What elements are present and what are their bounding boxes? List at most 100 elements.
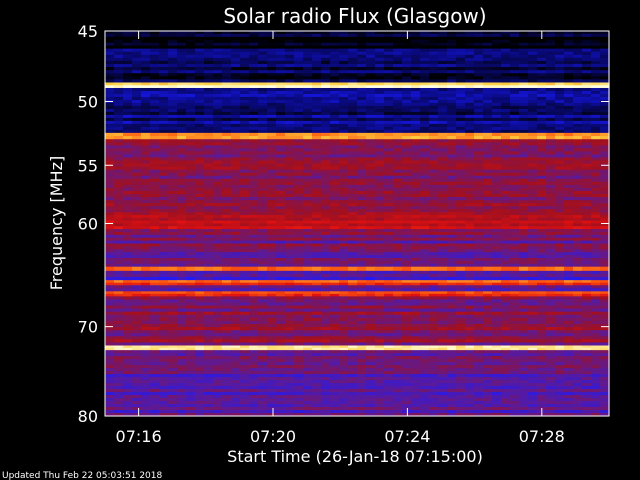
heatmap-cell xyxy=(537,79,547,84)
heatmap-cell xyxy=(105,237,115,242)
heatmap-cell xyxy=(186,160,196,165)
heatmap-cell xyxy=(420,260,430,265)
heatmap-cell xyxy=(321,96,331,101)
heatmap-cell xyxy=(186,200,196,204)
heatmap-cell xyxy=(393,117,403,122)
heatmap-cell xyxy=(537,136,547,140)
heatmap-cell xyxy=(159,270,169,275)
heatmap-cell xyxy=(312,126,322,131)
heatmap-cell xyxy=(141,114,151,119)
heatmap-cell xyxy=(312,231,322,236)
heatmap-cell xyxy=(366,209,376,213)
heatmap-cell xyxy=(402,246,412,250)
heatmap-cell xyxy=(303,48,313,53)
heatmap-cell xyxy=(141,252,151,256)
heatmap-cell xyxy=(456,237,466,242)
heatmap-cell xyxy=(555,45,565,50)
heatmap-cell xyxy=(348,105,358,110)
heatmap-cell xyxy=(375,42,385,47)
heatmap-cell xyxy=(456,31,466,35)
heatmap-cell xyxy=(447,102,457,107)
heatmap-cell xyxy=(438,240,448,245)
heatmap-cell xyxy=(375,249,385,253)
heatmap-cell xyxy=(186,139,196,143)
heatmap-cell xyxy=(555,139,565,143)
heatmap-cell xyxy=(321,111,331,116)
heatmap-cell xyxy=(600,82,610,86)
heatmap-cell xyxy=(438,277,448,281)
heatmap-cell xyxy=(357,51,367,56)
heatmap-cell xyxy=(339,209,349,213)
heatmap-cell xyxy=(456,48,466,53)
heatmap-cell xyxy=(276,243,286,248)
heatmap-cell xyxy=(366,54,376,59)
heatmap-cell xyxy=(249,70,259,74)
heatmap-cell xyxy=(465,54,475,59)
heatmap-cell xyxy=(105,197,115,201)
heatmap-cell xyxy=(429,220,439,225)
heatmap-cell xyxy=(537,243,547,248)
heatmap-cell xyxy=(177,184,187,189)
heatmap-cell xyxy=(321,154,331,159)
heatmap-cell xyxy=(123,48,133,53)
heatmap-cell xyxy=(312,96,322,101)
heatmap-cell xyxy=(240,190,250,195)
heatmap-cell xyxy=(429,96,439,101)
heatmap-cell xyxy=(285,215,295,219)
heatmap-cell xyxy=(555,82,565,86)
heatmap-cell xyxy=(240,132,250,137)
heatmap-cell xyxy=(276,139,286,143)
heatmap-cell xyxy=(330,102,340,107)
heatmap-cell xyxy=(114,90,124,95)
heatmap-cell xyxy=(582,280,592,284)
heatmap-cell xyxy=(294,82,304,86)
heatmap-cell xyxy=(114,123,124,128)
heatmap-cell xyxy=(123,234,133,239)
heatmap-cell xyxy=(222,258,232,262)
heatmap-cell xyxy=(555,234,565,239)
heatmap-cell xyxy=(582,154,592,159)
heatmap-cell xyxy=(240,108,250,113)
heatmap-cell xyxy=(195,102,205,107)
heatmap-cell xyxy=(294,102,304,107)
heatmap-cell xyxy=(195,291,205,295)
heatmap-cell xyxy=(447,255,457,259)
heatmap-cell xyxy=(195,105,205,110)
heatmap-cell xyxy=(546,166,556,171)
heatmap-cell xyxy=(222,136,232,140)
heatmap-cell xyxy=(330,175,340,180)
heatmap-cell xyxy=(420,291,430,295)
heatmap-cell xyxy=(510,249,520,253)
heatmap-cell xyxy=(375,70,385,74)
heatmap-cell xyxy=(186,60,196,65)
heatmap-cell xyxy=(528,154,538,159)
heatmap-cell xyxy=(375,169,385,174)
heatmap-cell xyxy=(141,117,151,122)
heatmap-cell xyxy=(105,96,115,101)
heatmap-cell xyxy=(501,209,511,213)
heatmap-cell xyxy=(105,187,115,192)
heatmap-cell xyxy=(573,175,583,180)
heatmap-cell xyxy=(132,139,142,143)
heatmap-cell xyxy=(474,263,484,268)
heatmap-cell xyxy=(573,181,583,186)
heatmap-cell xyxy=(159,209,169,213)
heatmap-cell xyxy=(357,175,367,180)
heatmap-cell xyxy=(582,60,592,65)
heatmap-cell xyxy=(168,70,178,74)
heatmap-cell xyxy=(438,90,448,95)
heatmap-cell xyxy=(519,160,529,165)
heatmap-cell xyxy=(546,114,556,119)
heatmap-cell xyxy=(393,175,403,180)
heatmap-cell xyxy=(465,90,475,95)
heatmap-cell xyxy=(483,212,493,216)
heatmap-cell xyxy=(321,54,331,59)
heatmap-cell xyxy=(357,136,367,140)
heatmap-cell xyxy=(591,67,601,71)
heatmap-cell xyxy=(285,145,295,149)
heatmap-cell xyxy=(384,255,394,259)
heatmap-cell xyxy=(141,187,151,192)
heatmap-cell xyxy=(510,200,520,204)
heatmap-cell xyxy=(141,175,151,180)
heatmap-cell xyxy=(420,33,430,38)
